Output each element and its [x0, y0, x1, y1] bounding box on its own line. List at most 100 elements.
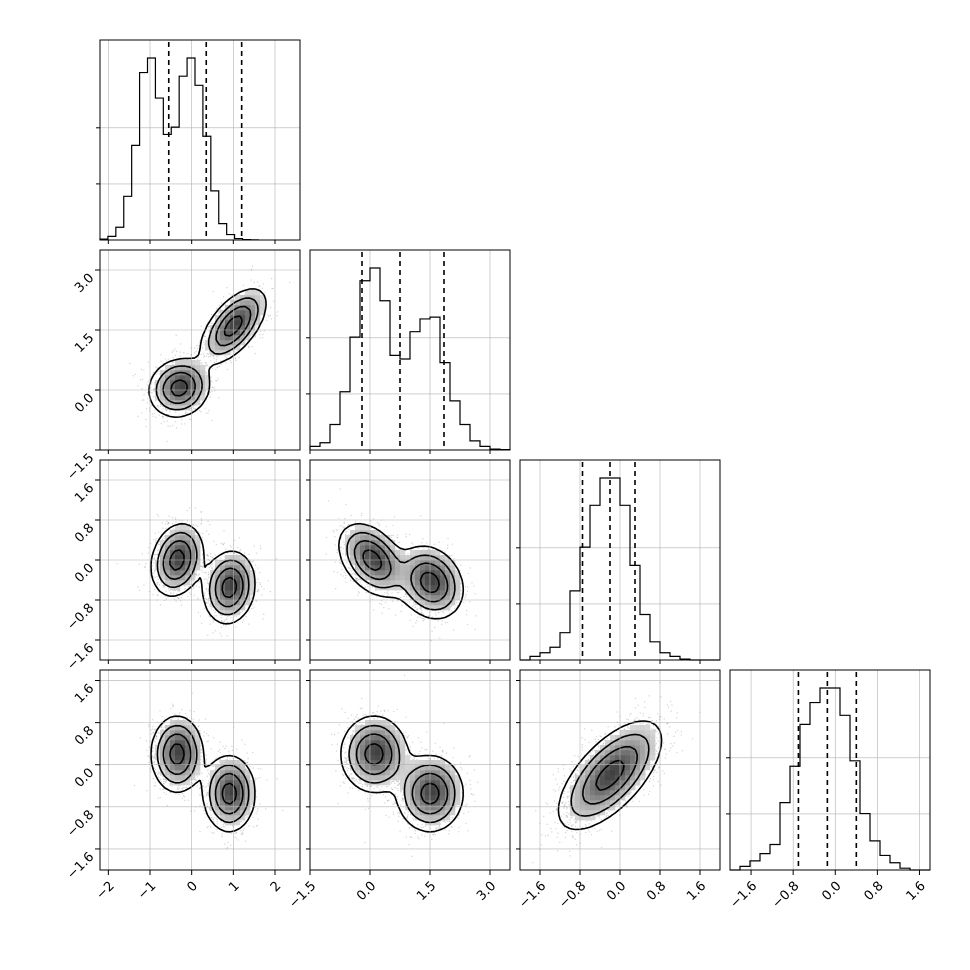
panel-frame — [99, 249, 301, 451]
density-cell — [235, 340, 241, 346]
scatter-point — [210, 605, 212, 608]
density-cell — [240, 300, 246, 306]
scatter-point — [215, 368, 217, 370]
density-cell — [170, 555, 176, 561]
scatter-point — [231, 298, 233, 301]
density-cell — [260, 300, 266, 306]
scatter-point — [206, 598, 208, 601]
scatter-point — [235, 626, 237, 628]
scatter-point — [175, 600, 177, 602]
scatter-point — [195, 350, 197, 353]
scatter-point — [138, 563, 140, 566]
scatter-point — [238, 537, 241, 539]
density-cell — [185, 555, 191, 561]
density-cell — [180, 565, 186, 571]
scatter-point — [213, 387, 215, 389]
scatter-point — [163, 586, 165, 589]
scatter-point — [161, 415, 164, 418]
density-cell — [235, 605, 241, 611]
scatter-point — [254, 335, 256, 337]
scatter-point — [144, 566, 146, 568]
scatter-point — [219, 632, 221, 635]
scatter-point — [172, 357, 174, 359]
scatter-point — [156, 513, 159, 516]
scatter-point — [161, 522, 163, 524]
density-cell — [260, 310, 266, 316]
scatter-point — [153, 554, 155, 556]
scatter-point — [191, 409, 194, 411]
density-cell — [210, 330, 216, 336]
scatter-point — [177, 717, 180, 719]
scatter-point — [225, 624, 227, 627]
density-cell — [185, 575, 191, 581]
scatter-point — [152, 777, 155, 780]
scatter-point — [168, 515, 170, 517]
scatter-point — [198, 581, 200, 583]
density-cell — [175, 385, 181, 391]
density-cell — [180, 545, 186, 551]
histogram-1 — [309, 267, 511, 451]
scatter-point — [262, 613, 265, 615]
scatter-point — [148, 761, 150, 764]
scatter-point — [153, 390, 155, 392]
scatter-point — [190, 810, 192, 812]
scatter-point — [186, 509, 188, 512]
density-cell — [180, 390, 186, 396]
scatter-point — [225, 548, 227, 551]
density-cell — [250, 575, 256, 581]
scatter-point — [206, 579, 209, 581]
scatter-point — [184, 412, 187, 415]
density-cell — [220, 315, 226, 321]
density-cell — [250, 320, 256, 326]
density-cell — [235, 330, 241, 336]
scatter-point — [253, 545, 255, 547]
scatter-point — [184, 587, 187, 590]
scatter-point — [151, 755, 154, 758]
contour-level — [162, 539, 244, 608]
scatter-point — [145, 563, 147, 565]
density-cell — [160, 575, 166, 581]
contour-level — [162, 305, 252, 404]
scatter-point — [153, 538, 155, 541]
density-cell — [245, 560, 251, 566]
scatter-point — [197, 611, 200, 614]
scatter-point — [267, 580, 270, 582]
scatter-point — [133, 784, 136, 787]
scatter-point — [211, 563, 214, 565]
density-cell — [235, 600, 241, 606]
scatter-point — [230, 832, 232, 835]
scatter-point — [162, 408, 164, 410]
scatter-point — [272, 300, 275, 302]
scatter-point — [210, 748, 213, 750]
scatter-point — [218, 310, 221, 312]
scatter-point — [142, 399, 145, 401]
scatter-point — [216, 355, 218, 357]
density-cell — [240, 340, 246, 346]
scatter-point — [254, 336, 256, 338]
scatter-point — [230, 617, 232, 619]
scatter-point — [192, 523, 194, 526]
density-cell — [175, 560, 181, 566]
density-cell — [160, 370, 166, 376]
scatter-point — [205, 362, 207, 364]
density-cell — [230, 580, 236, 586]
density-cell — [245, 565, 251, 571]
scatter-point — [167, 359, 170, 361]
scatter-point — [204, 335, 207, 338]
density-cell — [235, 590, 241, 596]
density-cell — [215, 590, 221, 596]
density-cell — [210, 345, 216, 351]
density-cell — [165, 545, 171, 551]
scatter-point — [156, 575, 158, 578]
density-cell — [235, 595, 241, 601]
scatter-point — [178, 414, 180, 416]
scatter-point — [165, 598, 168, 600]
scatter-point — [227, 841, 229, 844]
scatter-point — [166, 523, 169, 525]
scatter-point — [200, 522, 203, 524]
scatter-point — [172, 350, 174, 352]
density-cell — [215, 335, 221, 341]
scatter-point — [211, 606, 213, 608]
scatter-point — [256, 590, 258, 592]
density-cell — [200, 375, 206, 381]
